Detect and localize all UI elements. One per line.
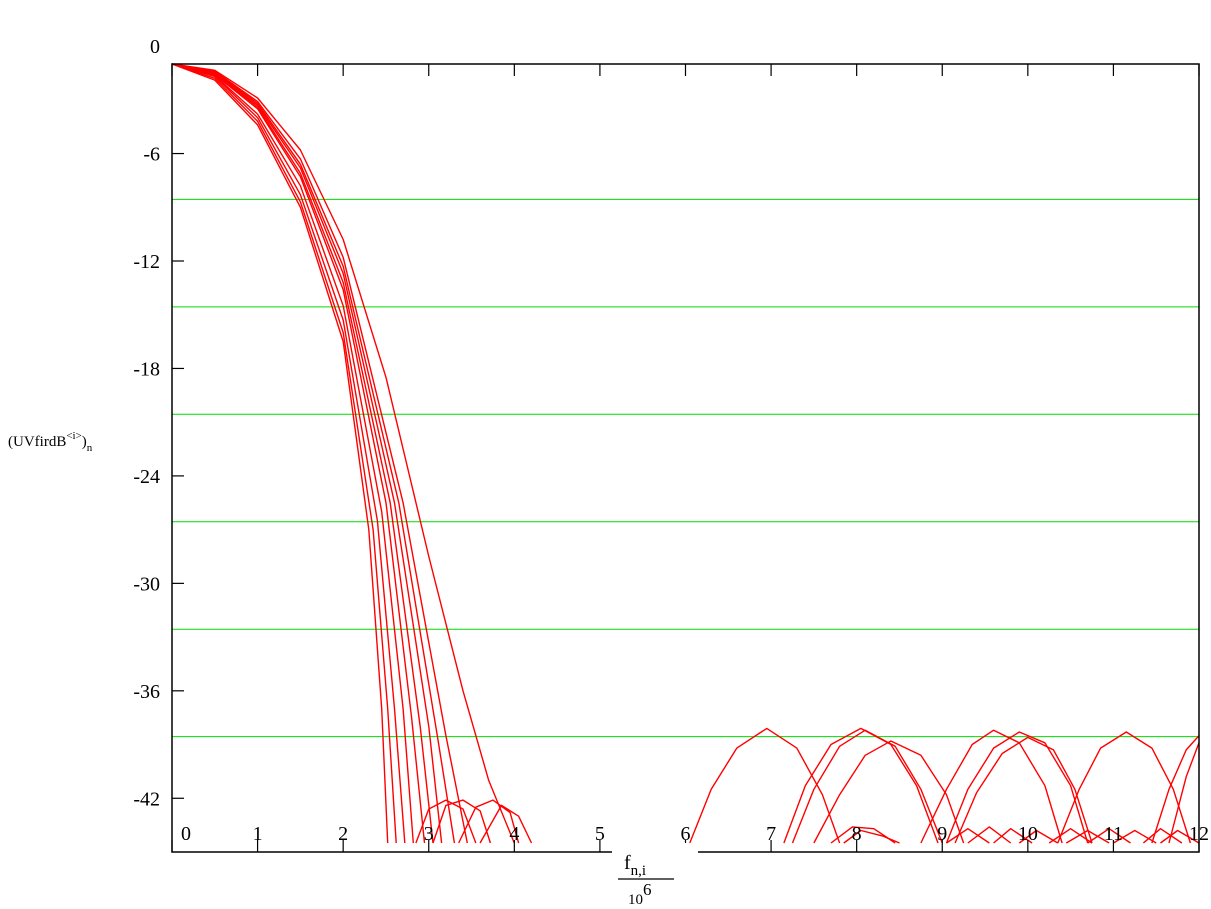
x-tick-labels: 0 1 2 3 4 5 6 7 8 9 10 11 12 [181, 823, 1209, 845]
y-tick-label-4: -18 [133, 358, 160, 380]
series-line-4 [171, 63, 426, 844]
series-line-30 [1048, 828, 1093, 844]
plot-frame [171, 63, 1200, 853]
x-axis-label-num-sub: n,i [631, 863, 646, 879]
y-axis-label-base: (UVfirdB [8, 434, 66, 450]
x-axis-label-den-sup: 6 [643, 880, 652, 899]
svg-text:fn,i: fn,i [624, 852, 646, 879]
series-line-13 [479, 804, 533, 844]
y-tick-label-5: -12 [133, 251, 160, 273]
x-axis-label: fn,i 106 [612, 843, 698, 908]
y-tick-label-0: -42 [133, 788, 160, 810]
y-tick-label-7: 0 [150, 36, 160, 58]
series-line-27 [967, 826, 1012, 844]
x-tick-label-3: 3 [424, 823, 434, 845]
series-line-14 [689, 727, 841, 844]
axis-ticks [171, 64, 1200, 852]
series-line-17 [813, 740, 965, 844]
y-axis-label-sup: <i> [66, 430, 81, 442]
x-tick-label-12: 12 [1189, 823, 1209, 845]
series-line-25 [843, 829, 900, 844]
series-line-7 [171, 63, 456, 844]
x-tick-label-11: 11 [1104, 823, 1123, 845]
svg-text:(UVfirdB<i>)n: (UVfirdB<i>)n [8, 430, 93, 454]
x-tick-label-6: 6 [681, 823, 691, 845]
x-tick-label-9: 9 [937, 823, 947, 845]
y-tick-label-2: -30 [133, 573, 160, 595]
series-line-34 [1142, 828, 1183, 844]
series-line-3 [171, 63, 414, 844]
series-line-5 [171, 63, 434, 844]
y-axis-label-sub: n [87, 442, 93, 454]
series-line-21 [1057, 731, 1192, 844]
series-line-12 [458, 799, 520, 844]
y-tick-label-3: -24 [133, 466, 160, 488]
series-line-20 [954, 736, 1093, 844]
x-tick-label-0: 0 [181, 823, 191, 845]
series-line-0 [171, 63, 389, 844]
series-line-32 [1087, 828, 1131, 844]
x-tick-label-4: 4 [509, 823, 519, 845]
series-line-29 [1018, 829, 1059, 844]
x-tick-label-1: 1 [253, 823, 263, 845]
x-tick-label-7: 7 [766, 823, 776, 845]
series-line-22 [1151, 735, 1200, 844]
y-axis-label-close: ) [82, 434, 87, 450]
x-axis-label-num: f [624, 852, 631, 874]
y-tick-label-6: -6 [143, 144, 160, 166]
series-line-26 [946, 828, 990, 844]
x-tick-label-8: 8 [852, 823, 862, 845]
series-line-24 [830, 826, 896, 844]
x-tick-label-2: 2 [338, 823, 348, 845]
series-line-9 [171, 63, 515, 844]
series-line-2 [171, 63, 406, 844]
series-line-31 [1065, 829, 1110, 844]
series-line-18 [920, 729, 1063, 844]
series-line-15 [783, 727, 939, 844]
series-line-11 [432, 799, 492, 844]
series-line-1 [171, 63, 397, 844]
series-lines [171, 63, 1200, 844]
svg-text:106: 106 [628, 880, 652, 908]
series-line-8 [171, 63, 468, 844]
series-line-23 [1168, 742, 1200, 844]
series-line-19 [945, 731, 1089, 844]
y-tick-label-1: -36 [133, 681, 160, 703]
y-tick-labels: -42 -36 -30 -24 -18 -12 -6 0 [133, 36, 160, 810]
series-line-16 [791, 729, 943, 844]
x-axis-label-den: 10 [628, 892, 643, 908]
x-tick-label-5: 5 [595, 823, 605, 845]
x-tick-label-10: 10 [1018, 823, 1038, 845]
series-line-35 [1160, 829, 1200, 844]
series-line-6 [171, 63, 443, 844]
y-axis-label: (UVfirdB<i>)n [8, 430, 93, 454]
series-line-10 [415, 799, 477, 844]
